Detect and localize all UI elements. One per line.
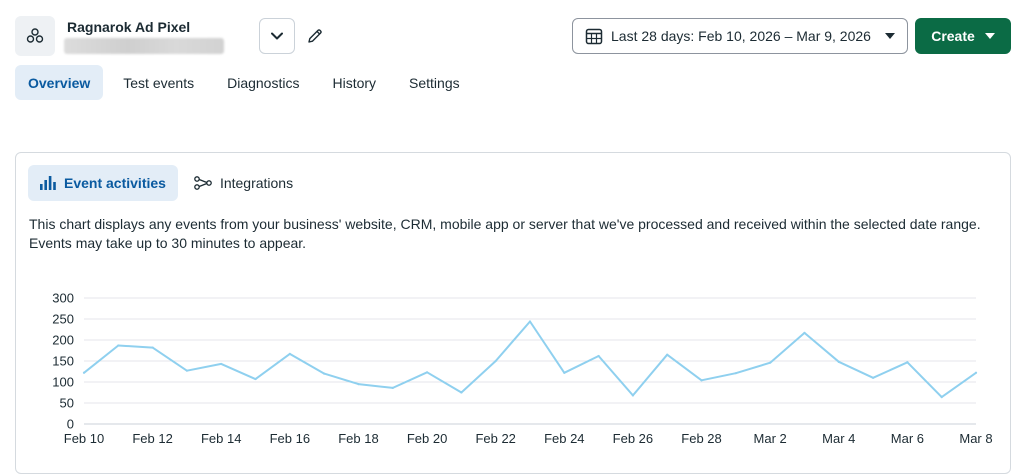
pixel-name: Ragnarok Ad Pixel [67, 19, 191, 35]
bar-chart-icon [40, 176, 56, 190]
data-point [974, 371, 978, 374]
data-point [597, 354, 600, 358]
pixel-header: Ragnarok Ad Pixel Last 28 days: Feb 10, … [15, 16, 1011, 56]
data-point [151, 346, 154, 349]
pixel-switch-dropdown-button[interactable] [259, 18, 295, 54]
x-tick-label: Feb 20 [407, 431, 447, 446]
x-tick-label: Feb 24 [544, 431, 584, 446]
data-point [769, 361, 772, 364]
date-range-label: Last 28 days: Feb 10, 2026 – Mar 9, 2026 [611, 28, 871, 44]
data-point [494, 359, 497, 363]
tab-test-events[interactable]: Test events [123, 74, 195, 91]
tab-diagnostics[interactable]: Diagnostics [227, 74, 300, 91]
data-point [631, 394, 635, 397]
x-tick-label: Feb 12 [132, 431, 172, 446]
y-tick-label: 200 [52, 333, 74, 348]
data-point [82, 371, 86, 374]
data-point [357, 383, 360, 386]
pixel-icon [15, 16, 55, 56]
main-tabs: Overview Test events Diagnostics History… [15, 65, 480, 100]
y-tick-label: 0 [67, 417, 74, 432]
data-point [528, 320, 532, 323]
data-point [391, 386, 394, 389]
data-point [803, 331, 806, 334]
data-point [940, 396, 943, 399]
x-tick-label: Mar 8 [959, 431, 992, 446]
x-tick-label: Mar 6 [891, 431, 924, 446]
card-subtabs: Event activities Integrations [28, 165, 309, 201]
data-point [563, 371, 566, 374]
subtab-integrations[interactable]: Integrations [182, 165, 305, 201]
data-point [425, 371, 429, 374]
y-tick-label: 100 [52, 375, 74, 390]
pencil-icon [308, 29, 322, 43]
x-tick-label: Feb 10 [64, 431, 104, 446]
subtab-event-activities-label: Event activities [64, 175, 166, 191]
x-tick-label: Feb 28 [681, 431, 721, 446]
data-point [220, 362, 223, 366]
create-button[interactable]: Create [915, 18, 1011, 54]
chevron-down-icon [271, 32, 283, 40]
edit-pixel-name-button[interactable] [303, 24, 327, 48]
calendar-icon [585, 28, 603, 45]
event-activity-line-chart: 0 50 100 150 200 250 300 Feb 10 Feb 12 Feb 14 Feb … [52, 291, 992, 447]
caret-down-icon [885, 33, 895, 39]
date-range-picker[interactable]: Last 28 days: Feb 10, 2026 – Mar 9, 2026 [572, 18, 908, 54]
y-tick-label: 300 [52, 291, 74, 306]
x-tick-label: Feb 26 [613, 431, 653, 446]
create-button-label: Create [931, 28, 975, 44]
tab-settings[interactable]: Settings [409, 74, 460, 91]
data-point [666, 353, 669, 356]
tab-history[interactable]: History [332, 74, 377, 91]
data-point [871, 376, 875, 379]
chart-description: This chart displays any events from your… [29, 216, 981, 251]
event-activity-card: Event activities Integrations This chart… [15, 152, 1011, 474]
tab-overview[interactable]: Overview [15, 65, 104, 100]
caret-down-icon [984, 33, 995, 39]
data-point [323, 372, 326, 375]
y-tick-label: 150 [52, 354, 74, 369]
data-point [906, 361, 909, 364]
x-tick-label: Feb 14 [201, 431, 241, 446]
data-point [254, 377, 257, 381]
y-tick-label: 50 [60, 396, 74, 411]
x-tick-label: Mar 2 [754, 431, 787, 446]
data-point [288, 352, 291, 355]
integrations-icon [194, 176, 212, 190]
data-point [185, 369, 189, 372]
y-tick-label: 250 [52, 312, 74, 327]
x-tick-label: Mar 4 [822, 431, 855, 446]
redacted-pixel-id [64, 38, 224, 54]
data-point [117, 344, 120, 347]
x-tick-label: Feb 18 [338, 431, 378, 446]
x-tick-label: Feb 22 [475, 431, 515, 446]
series-line [83, 320, 977, 399]
subtab-event-activities[interactable]: Event activities [28, 165, 178, 201]
data-point [837, 360, 840, 363]
data-point [700, 379, 703, 382]
data-point [460, 391, 463, 394]
subtab-integrations-label: Integrations [219, 175, 294, 191]
data-point [734, 372, 737, 375]
x-tick-label: Feb 16 [270, 431, 310, 446]
